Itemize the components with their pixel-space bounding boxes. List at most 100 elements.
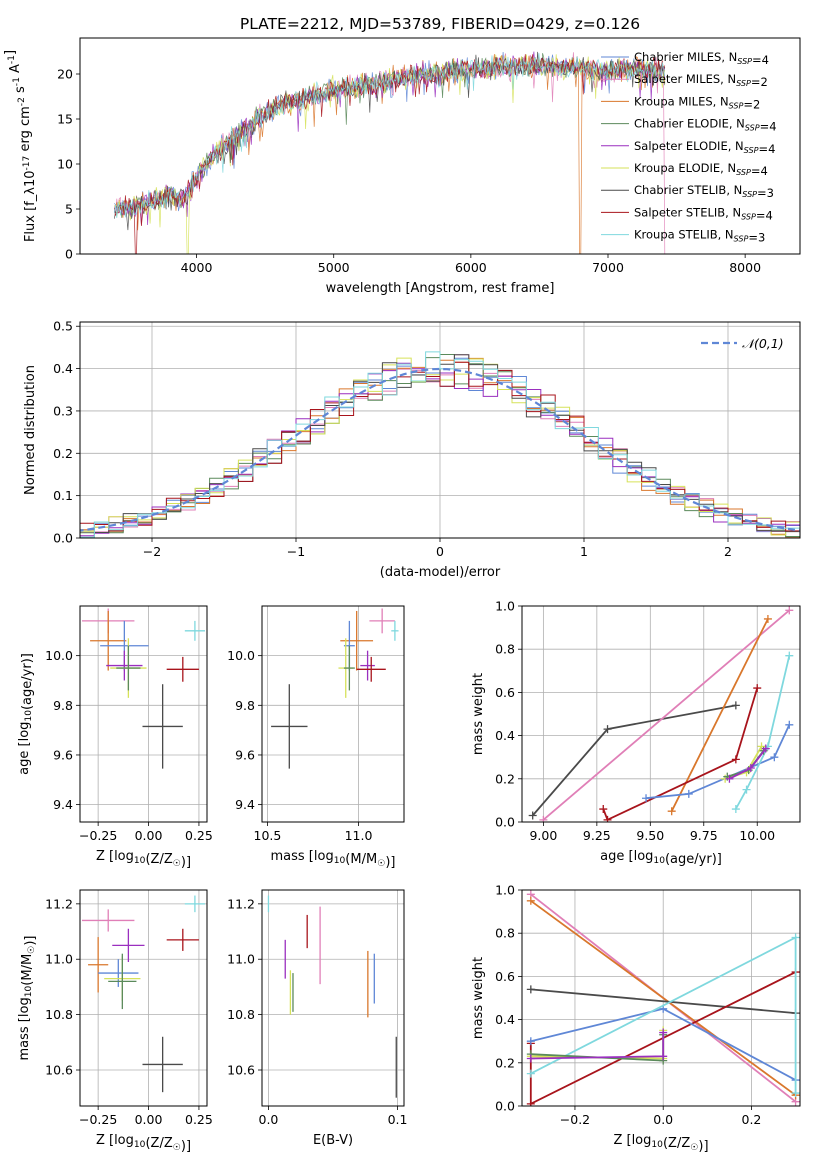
mass_vs_ebv-ytick-label-2: 11.0: [227, 952, 255, 967]
age_vs_mass-frame: [261, 605, 405, 823]
residuals-plot-area: [80, 351, 800, 538]
age_vs_Z-ytick-label-0: 9.4: [53, 797, 73, 812]
spectrum-legend-label-7: Salpeter STELIB, NSSP=4: [634, 205, 773, 222]
spectrum-ylabel: Flux [f_λ10-17 erg cm-2 s-1 A-1]: [3, 50, 38, 242]
weight_vs_age-xtick-label-0: 9.00: [529, 828, 557, 843]
weight_vs_age-marker-4-1: [684, 789, 693, 798]
weight_vs_Z-ytick-label-3: 0.6: [495, 969, 515, 984]
weight_vs_age-xtick-label-2: 9.50: [636, 828, 664, 843]
weight_vs_age-marker-2-1: [763, 614, 772, 623]
spectrum-ytick-label-2: 10: [57, 157, 73, 172]
age_vs_Z-xtick-label-1: 0.00: [135, 828, 163, 843]
mass_vs_Z-axes: −0.25 0.00 0.25 10.6 10.8 11.0 11.2 Z [log10(Z/…: [17, 889, 213, 1154]
weight_vs_age-marker-0-2: [731, 701, 740, 710]
residuals-ytick-label-2: 0.2: [53, 446, 73, 461]
age_vs_mass-xtick-label-1: 11.0: [345, 828, 373, 843]
residuals-xtick-label-1: −1: [287, 544, 305, 559]
mass_vs_ebv-frame: [261, 889, 405, 1107]
weight_vs_Z-axes: −0.2 0.0 0.2 0.0 0.2 0.4 0.6 0.8 1.0 Z [log10(Z/Z…: [471, 883, 801, 1154]
age_vs_Z-plot-area: [82, 608, 205, 769]
weight_vs_age-ytick-label-2: 0.4: [495, 728, 515, 743]
weight_vs_age-xtick-label-4: 10.00: [739, 828, 775, 843]
weight_vs_Z-plot-area: [526, 890, 800, 1106]
weight_vs_age-marker-5-0: [731, 805, 740, 814]
weight_vs_age-ytick-label-0: 0.0: [495, 815, 515, 830]
mass_vs_ebv-ytick-label-1: 10.8: [227, 1007, 255, 1022]
residuals-xtick-label-3: 1: [580, 544, 588, 559]
weight_vs_age-ytick-label-5: 1.0: [495, 599, 515, 614]
mass_vs_Z-ytick-label-1: 10.8: [45, 1007, 73, 1022]
spectrum-series-8: [113, 52, 666, 219]
spectrum-xtick-label-0: 4000: [181, 260, 213, 275]
age_vs_mass-xtick-label-0: 10.5: [254, 828, 282, 843]
weight_vs_Z-marker-1-0: [526, 896, 535, 905]
weight_vs_age-plot-area: [528, 606, 794, 822]
age_vs_mass-ytick-label-2: 9.8: [235, 698, 255, 713]
spectrum-legend-label-6: Chabrier STELIB, NSSP=3: [634, 183, 774, 200]
mass_vs_Z-ytick-label-0: 10.6: [45, 1063, 73, 1078]
weight_vs_age-marker-8-2: [761, 744, 770, 753]
weight_vs_Z-xtick-label-0: −0.2: [560, 1112, 590, 1127]
weight_vs_age-marker-1-1: [785, 606, 794, 615]
spectrum-legend-label-4: Salpeter ELODIE, NSSP=4: [634, 139, 775, 156]
weight_vs_age-marker-5-3: [785, 651, 794, 660]
residual-hist-7: [80, 361, 800, 535]
weight_vs_age-ytick-label-1: 0.2: [495, 771, 515, 786]
weight_vs_age-xtick-label-3: 9.75: [690, 828, 718, 843]
age_vs_mass-ytick-label-1: 9.6: [235, 747, 255, 762]
residuals-axes: −2 −1 0 1 2 0.0 0.1 0.2 0.3 0.4 0.5 (data-model)/er…: [23, 319, 801, 580]
weight_vs_age-series-3: [602, 687, 759, 822]
spectrum-xtick-label-3: 7000: [592, 260, 624, 275]
spectrum-plot-area: [113, 51, 666, 254]
weight_vs_age-marker-0-0: [528, 811, 537, 820]
residuals-xtick-label-0: −2: [143, 544, 161, 559]
spectrum-legend-label-5: Kroupa ELODIE, NSSP=4: [634, 161, 768, 178]
weight_vs_Z-marker-8-2: [659, 1028, 668, 1037]
weight_vs_age-ytick-label-4: 0.8: [495, 642, 515, 657]
weight_vs_Z-xlabel: Z [log10(Z/Z☉)]: [613, 1133, 708, 1154]
weight_vs_age-ytick-label-3: 0.6: [495, 685, 515, 700]
weight_vs_age-marker-4-2: [770, 753, 779, 762]
age_vs_Z-xtick-label-0: −0.25: [79, 828, 117, 843]
weight_vs_Z-marker-8-1: [659, 1052, 668, 1061]
weight_vs_age-marker-3-0: [599, 805, 608, 814]
weight_vs_Z-marker-3-1: [526, 1099, 535, 1106]
residuals-ytick-label-0: 0.0: [53, 531, 73, 546]
mass_vs_ebv-xlabel: E(B-V): [313, 1133, 353, 1148]
mass_vs_ebv-xtick-label-0: 0.0: [259, 1112, 279, 1127]
mass_vs_Z-frame: [79, 889, 208, 1107]
mass_vs_ebv-ytick-label-0: 10.6: [227, 1063, 255, 1078]
age_vs_Z-ytick-label-3: 10.0: [45, 648, 73, 663]
spectrum-legend-label-0: Chabrier MILES, NSSP=4: [634, 50, 769, 67]
age_vs_mass-plot-area: [271, 608, 399, 769]
spectrum-xtick-label-4: 8000: [729, 260, 761, 275]
weight_vs_Z-marker-4-0: [526, 1037, 535, 1046]
spectrum-ytick-label-1: 5: [65, 202, 73, 217]
spectrum-legend-label-8: Kroupa STELIB, NSSP=3: [634, 228, 765, 245]
residual-legend-label: 𝒩(0,1): [742, 336, 784, 351]
age_vs_mass-ytick-label-3: 10.0: [227, 648, 255, 663]
mass_vs_ebv-axes: 0.0 0.1 10.6 10.8 11.0 11.2 E(B-V): [227, 889, 407, 1148]
spectrum-ytick-label-3: 15: [57, 112, 73, 127]
weight_vs_age-marker-2-0: [667, 807, 676, 816]
weight_vs_age-marker-8-1: [746, 764, 755, 772]
weight_vs_Z-ylabel: mass weight: [471, 957, 486, 1039]
spectrum-xtick-label-2: 6000: [455, 260, 487, 275]
residuals-ytick-label-5: 0.5: [53, 319, 73, 334]
mass_vs_Z-xtick-label-1: 0.00: [135, 1112, 163, 1127]
mass_vs_Z-ytick-label-2: 11.0: [45, 952, 73, 967]
mass_vs_Z-ytick-label-3: 11.2: [45, 896, 73, 911]
weight_vs_age-marker-3-1: [603, 815, 612, 822]
weight_vs_age-ylabel: mass weight: [471, 673, 486, 755]
spectrum-ytick-label-4: 20: [57, 67, 73, 82]
mass_vs_Z-xlabel: Z [log10(Z/Z☉)]: [96, 1133, 191, 1154]
weight_vs_age-series-5: [735, 655, 791, 810]
age_vs_Z-axes: −0.25 0.00 0.25 9.4 9.6 9.8 10.0 Z [log10(Z/Z☉)…: [17, 605, 213, 870]
weight_vs_Z-ytick-label-5: 1.0: [495, 883, 515, 898]
residuals-ylabel: Normed distribution: [23, 365, 38, 495]
weight_vs_age-marker-4-0: [642, 794, 651, 803]
spectrum-legend-label-1: Salpeter MILES, NSSP=2: [634, 72, 768, 89]
weight_vs_age-marker-3-2: [731, 755, 740, 764]
weight_vs_Z-ytick-label-4: 0.8: [495, 926, 515, 941]
